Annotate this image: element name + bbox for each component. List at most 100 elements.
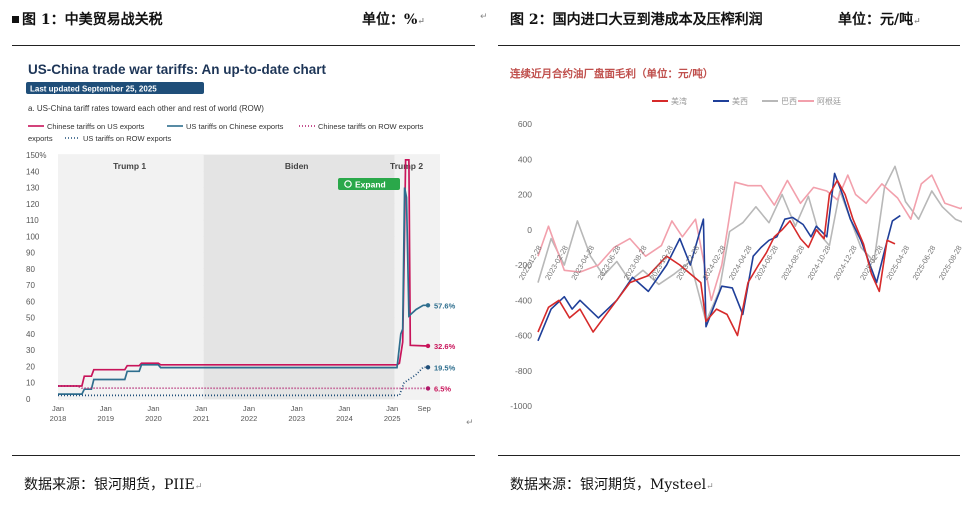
- series-line: [537, 165, 962, 323]
- left-source-wrap: 数据来源：银河期货，PIIE↵: [24, 474, 202, 494]
- x-tick-year: 2021: [193, 414, 210, 423]
- legend-label: 美湾: [671, 96, 687, 106]
- left-top-rule: [12, 45, 475, 46]
- x-tick-year: 2023: [288, 414, 305, 423]
- series-line: [58, 385, 429, 390]
- y-tick-label: 50: [26, 314, 35, 323]
- right-series: [537, 165, 962, 342]
- left-chart-subtitle: a. US-China tariff rates toward each oth…: [28, 104, 264, 113]
- right-figure-unit-wrap: 单位：元/吨↵: [838, 9, 921, 29]
- paragraph-mark-icon: ↵: [194, 482, 203, 492]
- x-tick-month: Jan: [195, 404, 207, 413]
- x-tick-year: 2022: [241, 414, 258, 423]
- legend-label: US tariffs on ROW exports: [83, 134, 171, 143]
- right-bottom-rule: [498, 455, 960, 456]
- x-tick-month: Jan: [243, 404, 255, 413]
- series-line: [58, 159, 429, 387]
- x-tick-month: Jan: [291, 404, 303, 413]
- y-tick-label: 60: [26, 297, 35, 306]
- era-label: Biden: [285, 161, 309, 171]
- legend-label: Chinese tariffs on US exports: [47, 122, 145, 131]
- last-updated-badge: [26, 82, 204, 94]
- legend-label: US tariffs on Chinese exports: [186, 122, 284, 131]
- left-figure-unit-wrap: 单位：%↵: [362, 9, 425, 29]
- right-chart-bg: [500, 52, 962, 430]
- series-end-point: [425, 365, 431, 370]
- right-top-rule: [498, 45, 960, 46]
- expand-button[interactable]: Expand: [338, 178, 400, 190]
- series-end-point: [425, 303, 431, 308]
- left-figure-unit: 单位：%: [362, 12, 418, 28]
- last-updated-badge-text: Last updated September 25, 2025: [30, 85, 157, 94]
- right-legend: 美湾 美西 巴西 阿根廷: [652, 96, 841, 106]
- y-tick-label: 110: [26, 216, 39, 225]
- left-series: [58, 159, 431, 397]
- left-x-axis: Jan2018Jan2019Jan2020Jan2021Jan2022Jan20…: [50, 404, 431, 423]
- right-figure-title: 图 2：国内进口大豆到港成本及压榨利润: [510, 12, 763, 28]
- left-figure-title: 图 1：中美贸易战关税: [22, 12, 163, 28]
- left-bottom-rule: [12, 455, 475, 456]
- expand-button-bg[interactable]: [338, 178, 400, 190]
- x-tick-month: Jan: [338, 404, 350, 413]
- y-tick-label: -400: [515, 295, 532, 305]
- legend-label-wrap: exports: [28, 134, 53, 143]
- paragraph-mark-icon: ↵: [417, 17, 425, 27]
- y-tick-label: 80: [26, 265, 35, 274]
- y-tick-label: -600: [515, 331, 532, 341]
- right-figure-unit: 单位：元/吨: [838, 12, 914, 28]
- x-tick-month: Jan: [147, 404, 159, 413]
- paragraph-mark-icon: ↵: [913, 17, 921, 27]
- paragraph-mark-icon: ↵: [466, 418, 474, 428]
- left-era-bands: Trump 1 Biden Trump 2: [58, 155, 440, 399]
- x-tick-year: 2018: [50, 414, 67, 423]
- right-chart: 连续近月合约油厂盘面毛利（单位：元/吨） 美湾 美西 巴西 阿根廷 600 400 200…: [500, 52, 962, 430]
- end-value-label: 32.6%: [434, 342, 456, 351]
- y-tick-label: 200: [518, 190, 532, 200]
- left-chart: US-China trade war tariffs: An up-to-dat…: [20, 52, 470, 430]
- y-tick-label: 0: [26, 395, 31, 404]
- y-tick-label: 0: [527, 225, 532, 235]
- legend-label: 美西: [732, 96, 748, 106]
- x-tick-month: Jan: [100, 404, 112, 413]
- series-end-point: [425, 386, 431, 391]
- left-chart-title: US-China trade war tariffs: An up-to-dat…: [28, 62, 327, 77]
- right-source: 数据来源：银河期货，Mysteel: [510, 477, 707, 493]
- right-y-axis: 600 400 200 0 -200 -400 -600 -800 -1000: [510, 119, 532, 411]
- x-tick-year: 2025: [384, 414, 401, 423]
- y-tick-label: 120: [26, 200, 40, 209]
- x-tick-year: 2024: [336, 414, 353, 423]
- x-tick-month: Jan: [386, 404, 398, 413]
- expand-icon: [344, 180, 352, 188]
- left-figure-header: 图 1：中美贸易战关税: [12, 9, 163, 29]
- x-tick-month: Jan: [52, 404, 64, 413]
- legend-label: Chinese tariffs on ROW exports: [318, 122, 424, 131]
- y-tick-label: 10: [26, 379, 35, 388]
- expand-button-label[interactable]: Expand: [355, 180, 386, 190]
- left-legend: Chinese tariffs on US exports US tariffs…: [28, 122, 424, 143]
- paragraph-mark-icon: ↵: [480, 12, 488, 22]
- y-tick-label: 140: [26, 167, 40, 176]
- end-value-label: 57.6%: [434, 301, 456, 310]
- series-line: [58, 366, 428, 397]
- y-tick-label: 130: [26, 184, 40, 193]
- left-source: 数据来源：银河期货，PIIE: [24, 477, 195, 493]
- y-tick-label: 40: [26, 330, 35, 339]
- y-tick-label: 20: [26, 362, 35, 371]
- paragraph-mark-icon: ↵: [706, 482, 714, 492]
- y-tick-label: 90: [26, 249, 35, 258]
- left-end-labels: 57.6% 32.6% 19.5% 6.5%: [434, 301, 456, 393]
- series-line: [537, 179, 896, 337]
- y-tick-label: 150%: [26, 151, 46, 160]
- era-band-trump1: [58, 155, 204, 399]
- y-tick-label: -1000: [510, 401, 532, 411]
- era-band-trump2: [394, 155, 440, 399]
- era-label: Trump 1: [113, 161, 146, 171]
- right-chart-title: 连续近月合约油厂盘面毛利（单位：元/吨）: [510, 67, 713, 80]
- x-tick-month: Sep: [418, 404, 431, 413]
- y-tick-label: -200: [515, 260, 532, 270]
- y-tick-label: 400: [518, 154, 532, 164]
- y-tick-label: 100: [26, 232, 40, 241]
- y-tick-label: -800: [515, 366, 532, 376]
- end-value-label: 19.5%: [434, 363, 456, 372]
